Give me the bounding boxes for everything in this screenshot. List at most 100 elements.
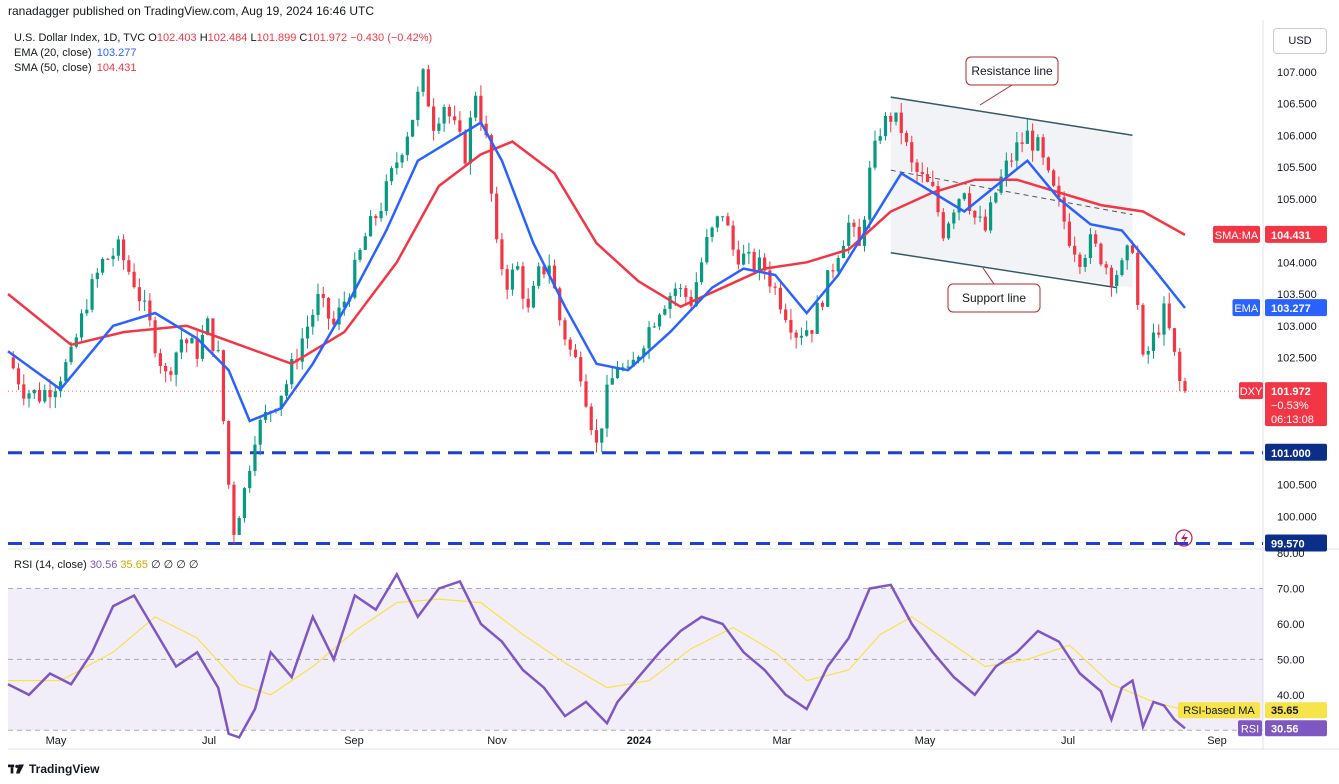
candle-body — [967, 193, 972, 211]
candle-body — [216, 350, 220, 352]
candle-body — [164, 365, 168, 372]
candle-body — [353, 259, 357, 298]
time-tick-label: Sep — [344, 735, 364, 747]
candle-body — [447, 106, 451, 117]
candle-body — [1151, 332, 1156, 351]
candle-body — [500, 239, 504, 270]
rsi-ma-value-label: 35.65 — [1271, 705, 1299, 717]
candle-body — [232, 484, 236, 535]
tradingview-footer[interactable]: TradingView — [8, 762, 99, 776]
level-9957-value-tag — [1265, 534, 1327, 552]
candle-body — [1036, 137, 1040, 151]
candle-body — [868, 167, 872, 220]
candle-body — [127, 260, 131, 272]
support-callout-box — [947, 283, 1041, 313]
candle-body — [568, 339, 572, 350]
candle-body — [484, 123, 488, 136]
candle-body — [552, 265, 557, 289]
candle-body — [789, 320, 793, 333]
candle-body — [763, 257, 767, 271]
candle-body — [1120, 260, 1124, 275]
candle-body — [379, 211, 383, 219]
candle-body — [726, 216, 730, 226]
ema-legend-row[interactable]: EMA (20, close) 103.277 — [14, 46, 432, 61]
price-tick-label: 107.000 — [1277, 67, 1317, 79]
candle-body — [143, 300, 147, 302]
candle-body — [668, 295, 672, 309]
rsi-value-label: 30.56 — [1271, 723, 1299, 735]
candle-body — [1178, 351, 1182, 382]
candle-body — [206, 318, 210, 335]
candle-body — [1073, 245, 1077, 255]
sma-legend-row[interactable]: SMA (50, close) 104.431 — [14, 61, 432, 76]
candle-body — [642, 348, 646, 357]
level-101-value-label: 101.000 — [1271, 448, 1311, 460]
time-tick-label: 2024 — [627, 735, 652, 747]
candle-body — [468, 117, 472, 164]
dxy-countdown-label: 06:13:08 — [1271, 414, 1314, 426]
support-line — [890, 251, 1117, 289]
candle-body — [526, 298, 530, 308]
candle-body — [710, 227, 714, 237]
candle-body — [111, 255, 115, 260]
candle-body — [1136, 252, 1140, 305]
candle-body — [495, 193, 499, 240]
candle-body — [195, 338, 199, 359]
candle-body — [657, 314, 662, 327]
candle-body — [878, 136, 882, 141]
rsi-tick-label: 50.00 — [1277, 654, 1305, 666]
sma-legend-label: SMA (50, close) — [14, 62, 92, 74]
candle-body — [284, 384, 289, 396]
candle-body — [237, 517, 241, 535]
resistance-line — [890, 96, 1133, 136]
ohlc-open: 102.403 — [156, 32, 197, 44]
candle-body — [395, 162, 399, 169]
candle-body — [1104, 264, 1108, 268]
candle-body — [988, 202, 993, 231]
candle-body — [805, 330, 809, 336]
candle-body — [1167, 303, 1171, 329]
rsi-name-label: RSI — [1241, 723, 1259, 735]
time-tick-label: Mar — [773, 735, 792, 747]
candle-body — [227, 421, 231, 485]
rsi-legend[interactable]: RSI (14, close) 30.56 35.65 ∅ ∅ ∅ ∅ — [14, 558, 199, 571]
candle-body — [1183, 381, 1187, 392]
candle-body — [941, 212, 945, 239]
price-tick-label: 100.000 — [1277, 511, 1317, 523]
ohlc-close: 101.972 — [307, 32, 348, 44]
candle-body — [757, 257, 761, 271]
ema-value-tag — [1265, 299, 1327, 317]
candle-body — [831, 270, 835, 272]
ohlc-low: 101.899 — [256, 32, 297, 44]
ema-name-tag — [1232, 299, 1260, 317]
candle-body — [505, 269, 509, 290]
candle-body — [699, 262, 704, 283]
rsi-tick-label: 80.00 — [1277, 548, 1305, 560]
rsi-ma-legend-value: 35.65 — [120, 559, 148, 571]
ema-legend-value: 103.277 — [96, 47, 137, 59]
candle-body — [121, 239, 126, 261]
rsi-tick-label: 60.00 — [1277, 619, 1305, 631]
publish-header: ranadagger published on TradingView.com,… — [8, 4, 375, 18]
candle-body — [894, 112, 898, 122]
ema-name-label: EMA — [1234, 303, 1259, 315]
candle-body — [64, 362, 68, 382]
candle-body — [810, 330, 814, 334]
candle-body — [663, 308, 667, 315]
ohlc-change: −0.430 (−0.42%) — [350, 32, 433, 44]
candle-body — [1010, 160, 1014, 162]
rsi-ma-name-label: RSI-based MA — [1183, 705, 1255, 717]
candle-body — [389, 168, 394, 182]
candle-body — [1157, 332, 1161, 335]
candle-body — [116, 239, 120, 256]
candle-body — [242, 488, 247, 518]
candle-body — [852, 222, 856, 227]
candle-body — [1109, 267, 1114, 286]
currency-button[interactable]: USD — [1273, 28, 1327, 54]
candle-body — [836, 258, 840, 272]
candle-body — [316, 293, 320, 315]
candle-body — [342, 301, 346, 308]
candle-body — [69, 346, 73, 363]
candle-body — [22, 384, 26, 399]
